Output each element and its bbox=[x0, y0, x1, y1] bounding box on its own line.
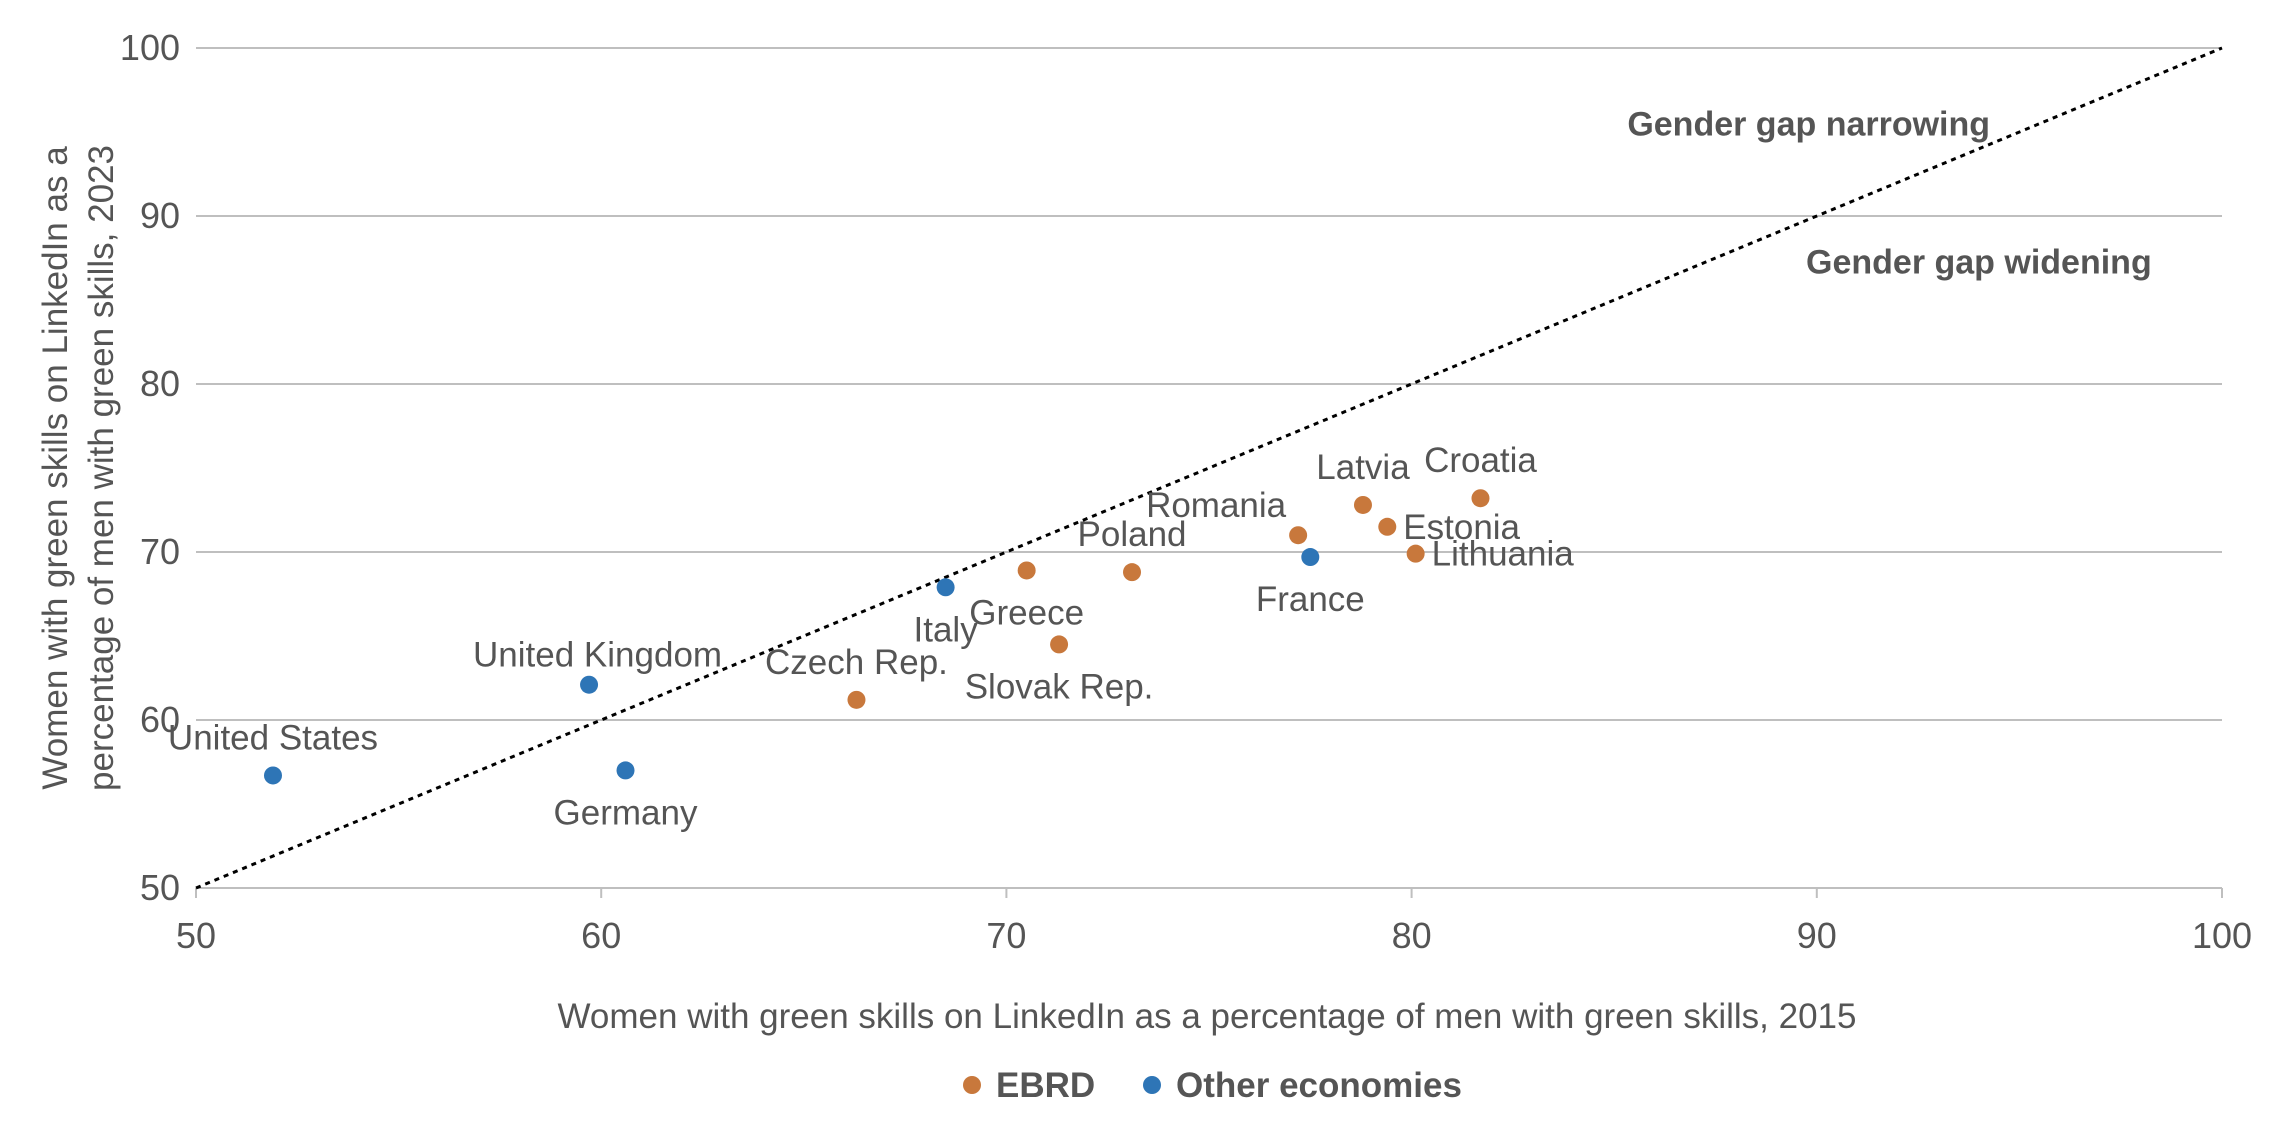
data-point-italy bbox=[936, 578, 955, 597]
data-point-greece bbox=[1017, 561, 1036, 580]
annotations: Gender gap narrowing Gender gap widening bbox=[1627, 106, 2151, 282]
x-axis-title: Women with green skills on LinkedIn as a… bbox=[558, 997, 1857, 1036]
x-tick-label: 50 bbox=[176, 915, 216, 956]
point-label-estonia: Estonia bbox=[1403, 508, 1520, 547]
point-label-slovak-rep: Slovak Rep. bbox=[965, 667, 1154, 706]
y-axis-title-line: percentage of men with green skills, 202… bbox=[82, 145, 121, 791]
data-point-estonia bbox=[1378, 517, 1397, 536]
data-point-lithuania bbox=[1406, 544, 1425, 563]
point-label-united-kingdom: United Kingdom bbox=[473, 636, 722, 675]
x-tick-label: 90 bbox=[1797, 915, 1837, 956]
data-point-united-kingdom bbox=[580, 675, 599, 694]
legend-label-other-economies: Other economies bbox=[1176, 1066, 1462, 1105]
data-point-latvia bbox=[1353, 495, 1372, 514]
data-point-czech-rep bbox=[847, 690, 866, 709]
point-label-latvia: Latvia bbox=[1316, 448, 1410, 487]
y-tick-label: 60 bbox=[140, 699, 180, 740]
y-tick-label: 90 bbox=[140, 195, 180, 236]
point-label-lithuania: Lithuania bbox=[1432, 535, 1575, 574]
axes: 50 60 70 80 90 100 50 60 70 80 90 100 bbox=[120, 27, 2252, 956]
legend-marker-other-economies bbox=[1143, 1076, 1161, 1094]
data-point-france bbox=[1301, 548, 1320, 567]
x-tick-label: 80 bbox=[1392, 915, 1432, 956]
x-tick-label: 60 bbox=[581, 915, 621, 956]
reference-line-layer bbox=[195, 46, 2223, 890]
y-tick-label: 70 bbox=[140, 531, 180, 572]
y-axis-title-line: Women with green skills on LinkedIn as a bbox=[36, 146, 75, 790]
point-label-italy: Italy bbox=[914, 610, 979, 649]
legend: EBRD Other economies bbox=[963, 1066, 1462, 1105]
point-label-romania: Romania bbox=[1146, 486, 1287, 525]
point-label-united-states: United States bbox=[168, 718, 378, 757]
data-point-united-states bbox=[263, 766, 282, 785]
point-label-germany: Germany bbox=[554, 793, 698, 832]
point-labels: Czech Rep. Greece Slovak Rep. PolandRomania… bbox=[168, 441, 1574, 832]
y-tick-label: 50 bbox=[140, 867, 180, 908]
y-tick-label: 80 bbox=[140, 363, 180, 404]
y-tick-label: 100 bbox=[120, 27, 180, 68]
data-point-romania bbox=[1289, 526, 1308, 545]
legend-label-ebrd: EBRD bbox=[996, 1066, 1095, 1105]
data-point-slovak-rep bbox=[1050, 635, 1069, 654]
data-point-germany bbox=[616, 761, 635, 780]
x-tick-label: 70 bbox=[986, 915, 1026, 956]
data-point-croatia bbox=[1471, 489, 1490, 508]
point-label-greece: Greece bbox=[969, 593, 1084, 632]
point-label-poland: Poland bbox=[1078, 515, 1187, 554]
point-label-croatia: Croatia bbox=[1424, 441, 1537, 480]
data-point-poland bbox=[1123, 563, 1142, 582]
point-label-czech-rep: Czech Rep. bbox=[765, 643, 948, 682]
gridlines bbox=[196, 47, 2222, 889]
data-points bbox=[263, 489, 1490, 785]
legend-marker-ebrd bbox=[963, 1076, 981, 1094]
x-tick-label: 100 bbox=[2192, 915, 2252, 956]
annotation-gap-narrowing: Gender gap narrowing bbox=[1627, 106, 1990, 144]
annotation-gap-widening: Gender gap widening bbox=[1806, 243, 2152, 281]
y-axis-title: Women with green skills on LinkedIn as a… bbox=[36, 145, 121, 791]
reference-diagonal-line bbox=[195, 46, 2223, 890]
point-label-france: France bbox=[1256, 580, 1365, 619]
